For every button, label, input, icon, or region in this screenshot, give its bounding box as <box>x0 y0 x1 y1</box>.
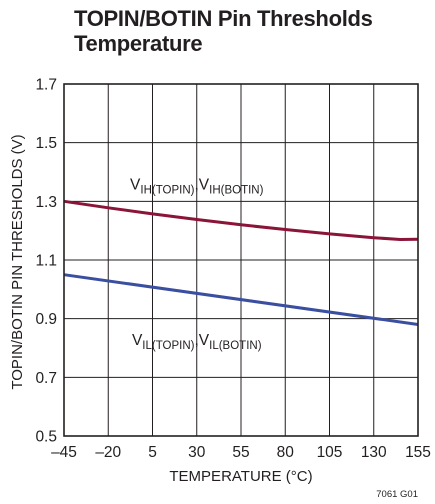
chart-title-line-2: Temperature <box>74 31 203 56</box>
series-label-1: VIH(TOPIN),VIH(BOTIN) <box>130 177 264 197</box>
x-tick-label: 105 <box>317 444 343 461</box>
x-tick-label: 30 <box>188 444 206 461</box>
series-label-2: VIL(TOPIN),VIL(BOTIN) <box>132 332 262 352</box>
x-tick-label: 155 <box>405 444 431 461</box>
y-tick-label: 1.5 <box>35 135 57 152</box>
series-label-text: ,V <box>194 177 209 194</box>
plot-frame <box>63 83 419 437</box>
series-label-subscript: IH(TOPIN) <box>140 185 194 197</box>
series-label-subscript: IL(TOPIN) <box>142 340 194 352</box>
series-line-2 <box>63 273 419 326</box>
grid <box>64 84 418 436</box>
y-axis-label: TOPIN/BOTIN PIN THRESHOLDS (V) <box>9 134 26 389</box>
figure-code: 7061 G01 <box>376 489 418 500</box>
x-tick-label: 55 <box>232 444 249 461</box>
y-tick-label: 1.7 <box>35 77 57 94</box>
series-label-text: V <box>132 332 143 349</box>
y-tick-label: 1.1 <box>35 253 57 270</box>
chart-title-line-1: TOPIN/BOTIN Pin Thresholds <box>74 6 373 31</box>
y-tick-label: 0.7 <box>35 370 57 387</box>
x-tick-label: –20 <box>95 444 121 461</box>
y-tick-label: 0.5 <box>35 429 57 446</box>
x-tick-label: –45 <box>51 444 77 461</box>
x-tick-label: 130 <box>361 444 387 461</box>
tick-labels: –45 –20 5 30 55 80 105 130 155 0.5 0.7 0.9 1.1 1.3 1.5… <box>35 77 431 462</box>
y-tick-label: 0.9 <box>35 311 57 328</box>
series-label-subscript: IH(BOTIN) <box>209 185 263 197</box>
x-axis-label: TEMPERATURE (°C) <box>169 468 312 485</box>
x-tick-label: 80 <box>277 444 295 461</box>
series-label-text: ,V <box>194 332 209 349</box>
series-label-text: V <box>130 177 141 194</box>
y-tick-label: 1.3 <box>35 194 57 211</box>
x-tick-label: 5 <box>148 444 157 461</box>
chart-title: TOPIN/BOTIN Pin Thresholds Temperature <box>74 6 424 56</box>
series-label-subscript: IL(BOTIN) <box>209 340 262 352</box>
series-layer <box>63 199 419 326</box>
series-line-1 <box>63 199 419 241</box>
series-labels: VIH(TOPIN),VIH(BOTIN)VIL(TOPIN),VIL(BOTI… <box>130 177 264 352</box>
